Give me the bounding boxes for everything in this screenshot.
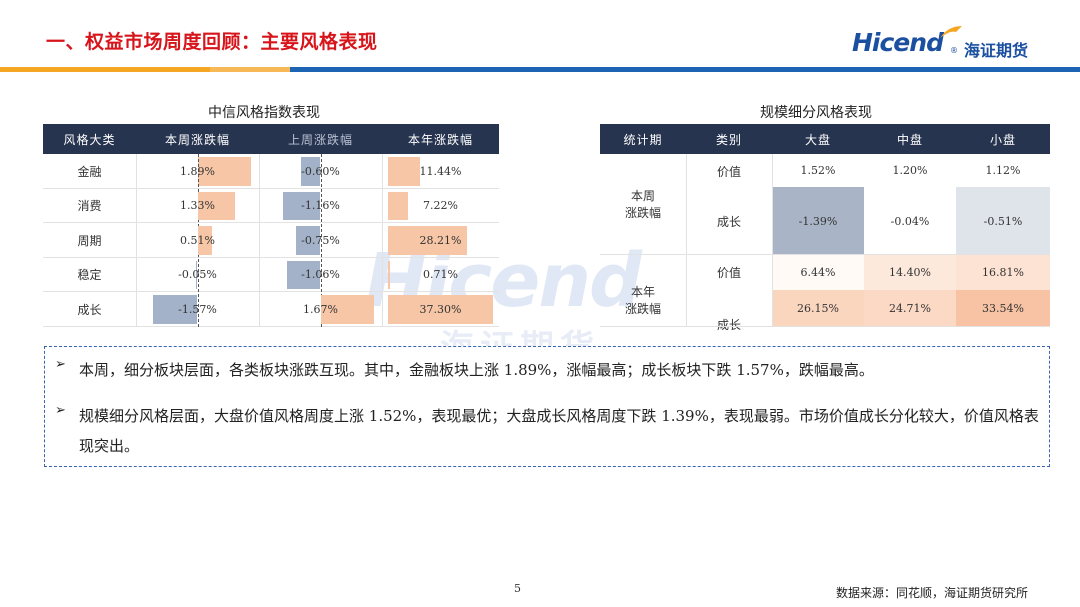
- value-bar: [301, 157, 321, 186]
- value-bar: [197, 191, 236, 220]
- heatmap-cell: 26.15%: [772, 290, 864, 327]
- value-bar: [320, 295, 374, 324]
- row-divider: [43, 325, 499, 327]
- value-label: -1.57%: [178, 302, 217, 316]
- heatmap-cell: 24.71%: [864, 290, 956, 327]
- value-bar: [197, 226, 212, 255]
- table-header-cell: 中盘: [864, 124, 956, 154]
- group-divider: [600, 326, 1050, 327]
- column-divider: [382, 154, 383, 327]
- value-label: 7.22%: [423, 199, 458, 213]
- commentary-item: ➢ 规模细分风格层面，大盘价值风格周度上涨 1.52%，表现最优；大盘成长风格周…: [55, 401, 1039, 461]
- heatmap-cell: 1.52%: [772, 154, 864, 187]
- table-header-cell: 风格大类: [43, 124, 136, 154]
- period-label: 本年 涨跌幅: [624, 285, 661, 316]
- value-bar: [283, 191, 321, 220]
- value-bar: [388, 157, 421, 186]
- table-header-cell: 上周涨跌幅: [259, 124, 382, 154]
- commentary-item: ➢ 本周，细分板块层面，各类板块涨跌互现。其中，金融板块上涨 1.89%，涨幅最…: [55, 355, 1039, 385]
- heatmap-cell: -0.04%: [864, 187, 956, 255]
- value-label: -0.75%: [301, 233, 340, 247]
- value-label: 37.30%: [419, 302, 462, 316]
- heatmap-cell: 1.20%: [864, 154, 956, 187]
- value-label: -1.16%: [301, 199, 340, 213]
- arrow-bullet-icon: ➢: [55, 403, 66, 418]
- value-label: 11.44%: [419, 164, 462, 178]
- column-divider: [686, 154, 687, 327]
- size-style-table: 统计期 类别 大盘 中盘 小盘 本周 涨跌幅 价值 1.52% 1.20% 1.12% 成长 -1.3…: [600, 124, 1050, 332]
- category-label: 价值: [716, 266, 741, 280]
- left-table-caption: 中信风格指数表现: [208, 105, 320, 121]
- heatmap-cell: -1.39%: [772, 187, 864, 255]
- value-label: 0.71%: [423, 268, 458, 282]
- arrow-bullet-icon: ➢: [55, 357, 66, 372]
- registered-mark: ®: [950, 46, 958, 55]
- value-bar: [153, 295, 198, 324]
- value-label: 28.21%: [419, 233, 462, 247]
- table-header-cell: 本年涨跌幅: [382, 124, 499, 154]
- citic-style-index-table: 风格大类 本周涨跌幅 上周涨跌幅 本年涨跌幅金融 1.89% -0.60% 11.44% 消费…: [43, 124, 499, 328]
- row-divider: [43, 256, 499, 258]
- group-divider: [600, 254, 1050, 255]
- value-bar: [388, 191, 409, 220]
- value-label: 1.33%: [180, 199, 215, 213]
- table-header-cell: 类别: [686, 124, 772, 154]
- style-category-name: 周期: [77, 233, 102, 248]
- heatmap-cell: 16.81%: [956, 255, 1050, 290]
- column-divider: [136, 154, 137, 327]
- commentary-box: ➢ 本周，细分板块层面，各类板块涨跌互现。其中，金融板块上涨 1.89%，涨幅最…: [44, 346, 1050, 467]
- value-bar: [296, 226, 321, 255]
- heatmap-cell: 6.44%: [772, 255, 864, 290]
- value-bar: [286, 260, 321, 289]
- page-title: 一、权益市场周度回顾：主要风格表现: [46, 31, 378, 53]
- value-bar: [388, 260, 390, 289]
- heatmap-cell: 14.40%: [864, 255, 956, 290]
- hicend-logo: Hicend ® 海证期货: [852, 24, 1052, 64]
- page-number: 5: [514, 582, 521, 595]
- value-bar: [197, 157, 251, 186]
- value-bar: [388, 226, 468, 255]
- header-divider-bar: [0, 67, 1080, 72]
- logo-chinese-name: 海证期货: [964, 41, 1029, 60]
- commentary-text: 规模细分风格层面，大盘价值风格周度上涨 1.52%，表现最优；大盘成长风格周度下…: [79, 407, 1039, 455]
- zero-axis-line: [320, 154, 322, 327]
- style-category-name: 稳定: [77, 268, 102, 283]
- table-header-cell: 小盘: [956, 124, 1050, 154]
- value-label: 1.67%: [303, 302, 338, 316]
- category-label: 成长: [716, 215, 741, 229]
- category-label: 成长: [716, 318, 741, 332]
- value-bar: [196, 260, 198, 289]
- value-label: -1.06%: [301, 268, 340, 282]
- value-label: -0.05%: [178, 268, 217, 282]
- style-category-name: 消费: [77, 199, 102, 214]
- style-category-name: 金融: [77, 164, 102, 179]
- category-label: 价值: [716, 165, 741, 179]
- logo-wordmark: Hicend: [852, 28, 944, 57]
- value-label: 1.89%: [180, 164, 215, 178]
- table-header-cell: 统计期: [600, 124, 686, 154]
- column-divider: [259, 154, 260, 327]
- commentary-text: 本周，细分板块层面，各类板块涨跌互现。其中，金融板块上涨 1.89%，涨幅最高；…: [79, 361, 874, 379]
- table-header-cell: 大盘: [772, 124, 864, 154]
- row-divider: [43, 187, 499, 189]
- table-header-cell: 本周涨跌幅: [136, 124, 259, 154]
- heatmap-cell: 1.12%: [956, 154, 1050, 187]
- row-divider: [43, 222, 499, 223]
- period-label: 本周 涨跌幅: [624, 188, 661, 220]
- logo-swoosh-icon: [940, 26, 962, 38]
- style-category-name: 成长: [77, 302, 102, 317]
- heatmap-cell: 33.54%: [956, 290, 1050, 327]
- column-divider: [772, 154, 773, 327]
- data-source: 数据来源：同花顺，海证期货研究所: [836, 586, 1029, 600]
- value-label: 0.51%: [180, 233, 215, 247]
- value-label: -0.60%: [301, 164, 340, 178]
- row-divider: [43, 291, 499, 292]
- heatmap-cell: -0.51%: [956, 187, 1050, 255]
- right-table-caption: 规模细分风格表现: [760, 105, 872, 121]
- value-bar: [388, 295, 493, 324]
